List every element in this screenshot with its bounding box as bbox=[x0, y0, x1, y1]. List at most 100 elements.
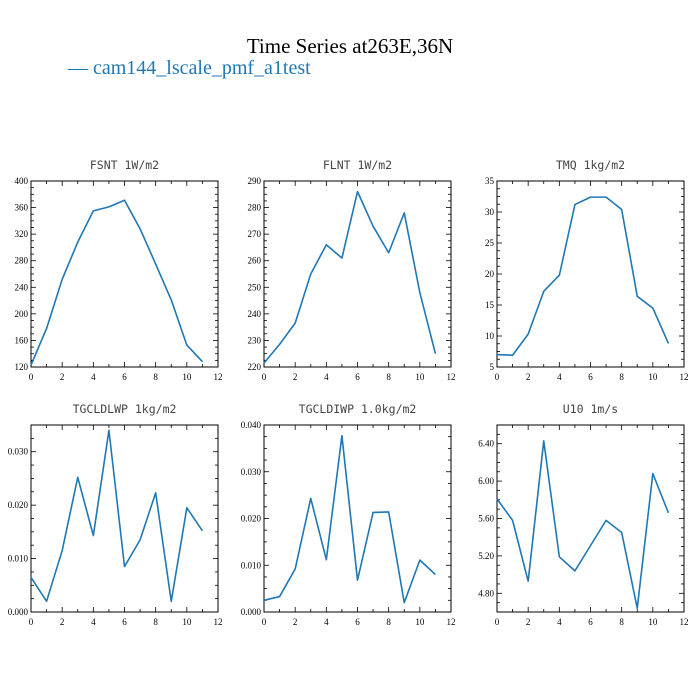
x-tick-label: 12 bbox=[447, 372, 456, 382]
x-tick-label: 0 bbox=[495, 617, 500, 627]
panel-title: FSNT 1W/m2 bbox=[90, 158, 159, 172]
y-tick-label: 0.020 bbox=[8, 500, 29, 510]
x-tick-label: 4 bbox=[91, 617, 96, 627]
y-tick-label: 320 bbox=[15, 229, 29, 239]
series-line bbox=[263, 434, 436, 604]
y-tick-label: 35 bbox=[485, 176, 495, 186]
x-tick-label: 2 bbox=[526, 617, 531, 627]
x-tick-label: 2 bbox=[60, 617, 65, 627]
x-tick-label: 10 bbox=[648, 617, 658, 627]
panel-5: TGCLDIWP 1.0kg/m2 0 2 4 6 8 10 12 0.000 0.010 0.02… bbox=[241, 402, 456, 627]
y-tick-label: 280 bbox=[15, 256, 29, 266]
x-tick-label: 0 bbox=[495, 372, 500, 382]
panel-6: U10 1m/s 0 2 4 6 8 10 12 4.80 5.20 5.60 6.00 6.40 bbox=[478, 402, 688, 627]
panel-title: TGCLDLWP 1kg/m2 bbox=[73, 402, 177, 416]
y-tick-label: 5 bbox=[490, 362, 495, 372]
x-tick-label: 12 bbox=[214, 372, 223, 382]
y-tick-label: 240 bbox=[15, 282, 29, 292]
legend-entry: — cam144_lscale_pmf_a1test bbox=[68, 57, 311, 80]
x-tick-label: 12 bbox=[680, 617, 689, 627]
x-tick-label: 0 bbox=[262, 617, 267, 627]
x-tick-label: 6 bbox=[588, 372, 593, 382]
panel-title: TGCLDIWP 1.0kg/m2 bbox=[299, 402, 417, 416]
x-tick-label: 4 bbox=[557, 617, 562, 627]
x-tick-label: 6 bbox=[122, 372, 127, 382]
y-tick-label: 0.000 bbox=[8, 607, 29, 617]
x-tick-label: 4 bbox=[557, 372, 562, 382]
y-tick-label: 30 bbox=[485, 207, 495, 217]
series-line bbox=[496, 440, 670, 610]
x-tick-label: 0 bbox=[29, 617, 34, 627]
x-tick-label: 2 bbox=[293, 372, 298, 382]
x-tick-label: 6 bbox=[355, 617, 360, 627]
x-tick-label: 2 bbox=[526, 372, 531, 382]
x-tick-label: 10 bbox=[415, 617, 425, 627]
x-tick-label: 12 bbox=[214, 617, 223, 627]
y-tick-label: 6.40 bbox=[478, 439, 494, 449]
plot-frame bbox=[30, 180, 219, 368]
y-tick-label: 0.020 bbox=[241, 514, 262, 524]
y-tick-label: 280 bbox=[248, 203, 262, 213]
y-tick-label: 0.030 bbox=[241, 467, 262, 477]
y-tick-label: 6.00 bbox=[478, 476, 494, 486]
x-tick-label: 4 bbox=[324, 372, 329, 382]
series-line bbox=[30, 429, 204, 603]
series-line bbox=[496, 196, 670, 357]
y-tick-label: 160 bbox=[15, 335, 29, 345]
x-tick-label: 12 bbox=[680, 372, 689, 382]
y-tick-label: 20 bbox=[485, 269, 495, 279]
y-tick-label: 360 bbox=[15, 203, 29, 213]
y-tick-label: 220 bbox=[248, 362, 262, 372]
y-tick-label: 10 bbox=[485, 331, 495, 341]
plot-frame bbox=[30, 424, 219, 613]
x-tick-label: 10 bbox=[182, 372, 192, 382]
x-tick-label: 8 bbox=[386, 617, 391, 627]
x-tick-label: 4 bbox=[91, 372, 96, 382]
y-tick-label: 0.010 bbox=[241, 560, 262, 570]
x-tick-label: 2 bbox=[60, 372, 65, 382]
y-tick-label: 200 bbox=[15, 309, 29, 319]
plot-frame bbox=[263, 424, 452, 613]
y-tick-label: 25 bbox=[485, 238, 495, 248]
y-tick-label: 0.000 bbox=[241, 607, 262, 617]
x-tick-label: 8 bbox=[386, 372, 391, 382]
y-tick-label: 400 bbox=[15, 176, 29, 186]
legend-swatch: — bbox=[68, 57, 93, 79]
y-tick-label: 5.60 bbox=[478, 514, 494, 524]
panel-title: TMQ 1kg/m2 bbox=[556, 158, 625, 172]
x-tick-label: 6 bbox=[588, 617, 593, 627]
x-tick-label: 0 bbox=[29, 372, 34, 382]
x-tick-label: 10 bbox=[415, 372, 425, 382]
x-tick-label: 2 bbox=[293, 617, 298, 627]
x-tick-label: 4 bbox=[324, 617, 329, 627]
y-tick-label: 240 bbox=[248, 309, 262, 319]
series-line bbox=[30, 199, 204, 366]
x-tick-label: 6 bbox=[122, 617, 127, 627]
panel-1: FSNT 1W/m2 0 2 4 6 8 10 12 120 160 200 240 280 320 360… bbox=[15, 158, 223, 382]
y-tick-label: 15 bbox=[485, 300, 495, 310]
x-tick-label: 12 bbox=[447, 617, 456, 627]
x-tick-label: 8 bbox=[619, 617, 624, 627]
x-tick-label: 8 bbox=[153, 372, 158, 382]
panel-title: U10 1m/s bbox=[563, 402, 618, 416]
y-tick-label: 0.010 bbox=[8, 554, 29, 564]
x-tick-label: 8 bbox=[619, 372, 624, 382]
panel-title: FLNT 1W/m2 bbox=[323, 158, 392, 172]
x-tick-label: 0 bbox=[262, 372, 267, 382]
series-line bbox=[263, 190, 437, 364]
panel-4: TGCLDLWP 1kg/m2 0 2 4 6 8 10 12 0.000 0.010 0.020 0… bbox=[8, 402, 223, 627]
x-tick-label: 8 bbox=[153, 617, 158, 627]
x-tick-label: 10 bbox=[182, 617, 192, 627]
panel-3: TMQ 1kg/m2 0 2 4 6 8 10 12 5 10 15 20 25 30 35 bbox=[485, 158, 689, 382]
panel-2: FLNT 1W/m2 0 2 4 6 8 10 12 220 230 240 250 260 270 280… bbox=[248, 158, 456, 382]
y-tick-label: 290 bbox=[248, 176, 262, 186]
plot-frame bbox=[263, 180, 452, 368]
y-tick-label: 270 bbox=[248, 229, 262, 239]
y-tick-label: 0.030 bbox=[8, 447, 29, 457]
y-tick-label: 230 bbox=[248, 335, 262, 345]
legend-label: cam144_lscale_pmf_a1test bbox=[93, 57, 311, 79]
x-tick-label: 10 bbox=[648, 372, 658, 382]
y-tick-label: 4.80 bbox=[478, 588, 494, 598]
y-tick-label: 120 bbox=[15, 362, 29, 372]
